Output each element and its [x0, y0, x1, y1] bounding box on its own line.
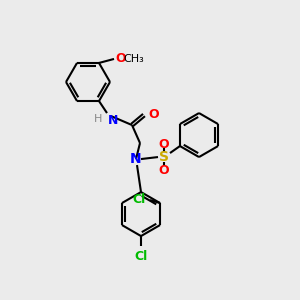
Text: Cl: Cl — [133, 193, 146, 206]
Text: Cl: Cl — [134, 250, 148, 263]
Text: CH₃: CH₃ — [123, 54, 144, 64]
Text: S: S — [159, 150, 169, 164]
Text: H: H — [94, 114, 102, 124]
Text: N: N — [130, 152, 142, 166]
Text: O: O — [148, 108, 159, 121]
Text: O: O — [159, 138, 169, 151]
Text: O: O — [115, 52, 126, 65]
Text: N: N — [108, 114, 119, 127]
Text: O: O — [159, 164, 169, 177]
